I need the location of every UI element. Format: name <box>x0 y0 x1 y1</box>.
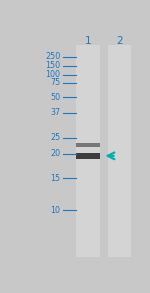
Text: 20: 20 <box>50 149 61 158</box>
Text: 37: 37 <box>50 108 61 117</box>
Text: 25: 25 <box>50 133 61 142</box>
Text: 10: 10 <box>51 205 61 214</box>
Text: 150: 150 <box>45 61 61 70</box>
Text: 50: 50 <box>50 93 61 102</box>
Bar <box>76 45 100 257</box>
Bar <box>76 153 100 159</box>
Text: 75: 75 <box>50 78 61 87</box>
Text: 1: 1 <box>85 36 91 46</box>
Text: 100: 100 <box>46 70 61 79</box>
Text: 15: 15 <box>50 174 61 183</box>
Text: 250: 250 <box>45 52 61 61</box>
Bar <box>108 45 131 257</box>
Bar <box>76 143 100 147</box>
Text: 2: 2 <box>116 36 123 46</box>
